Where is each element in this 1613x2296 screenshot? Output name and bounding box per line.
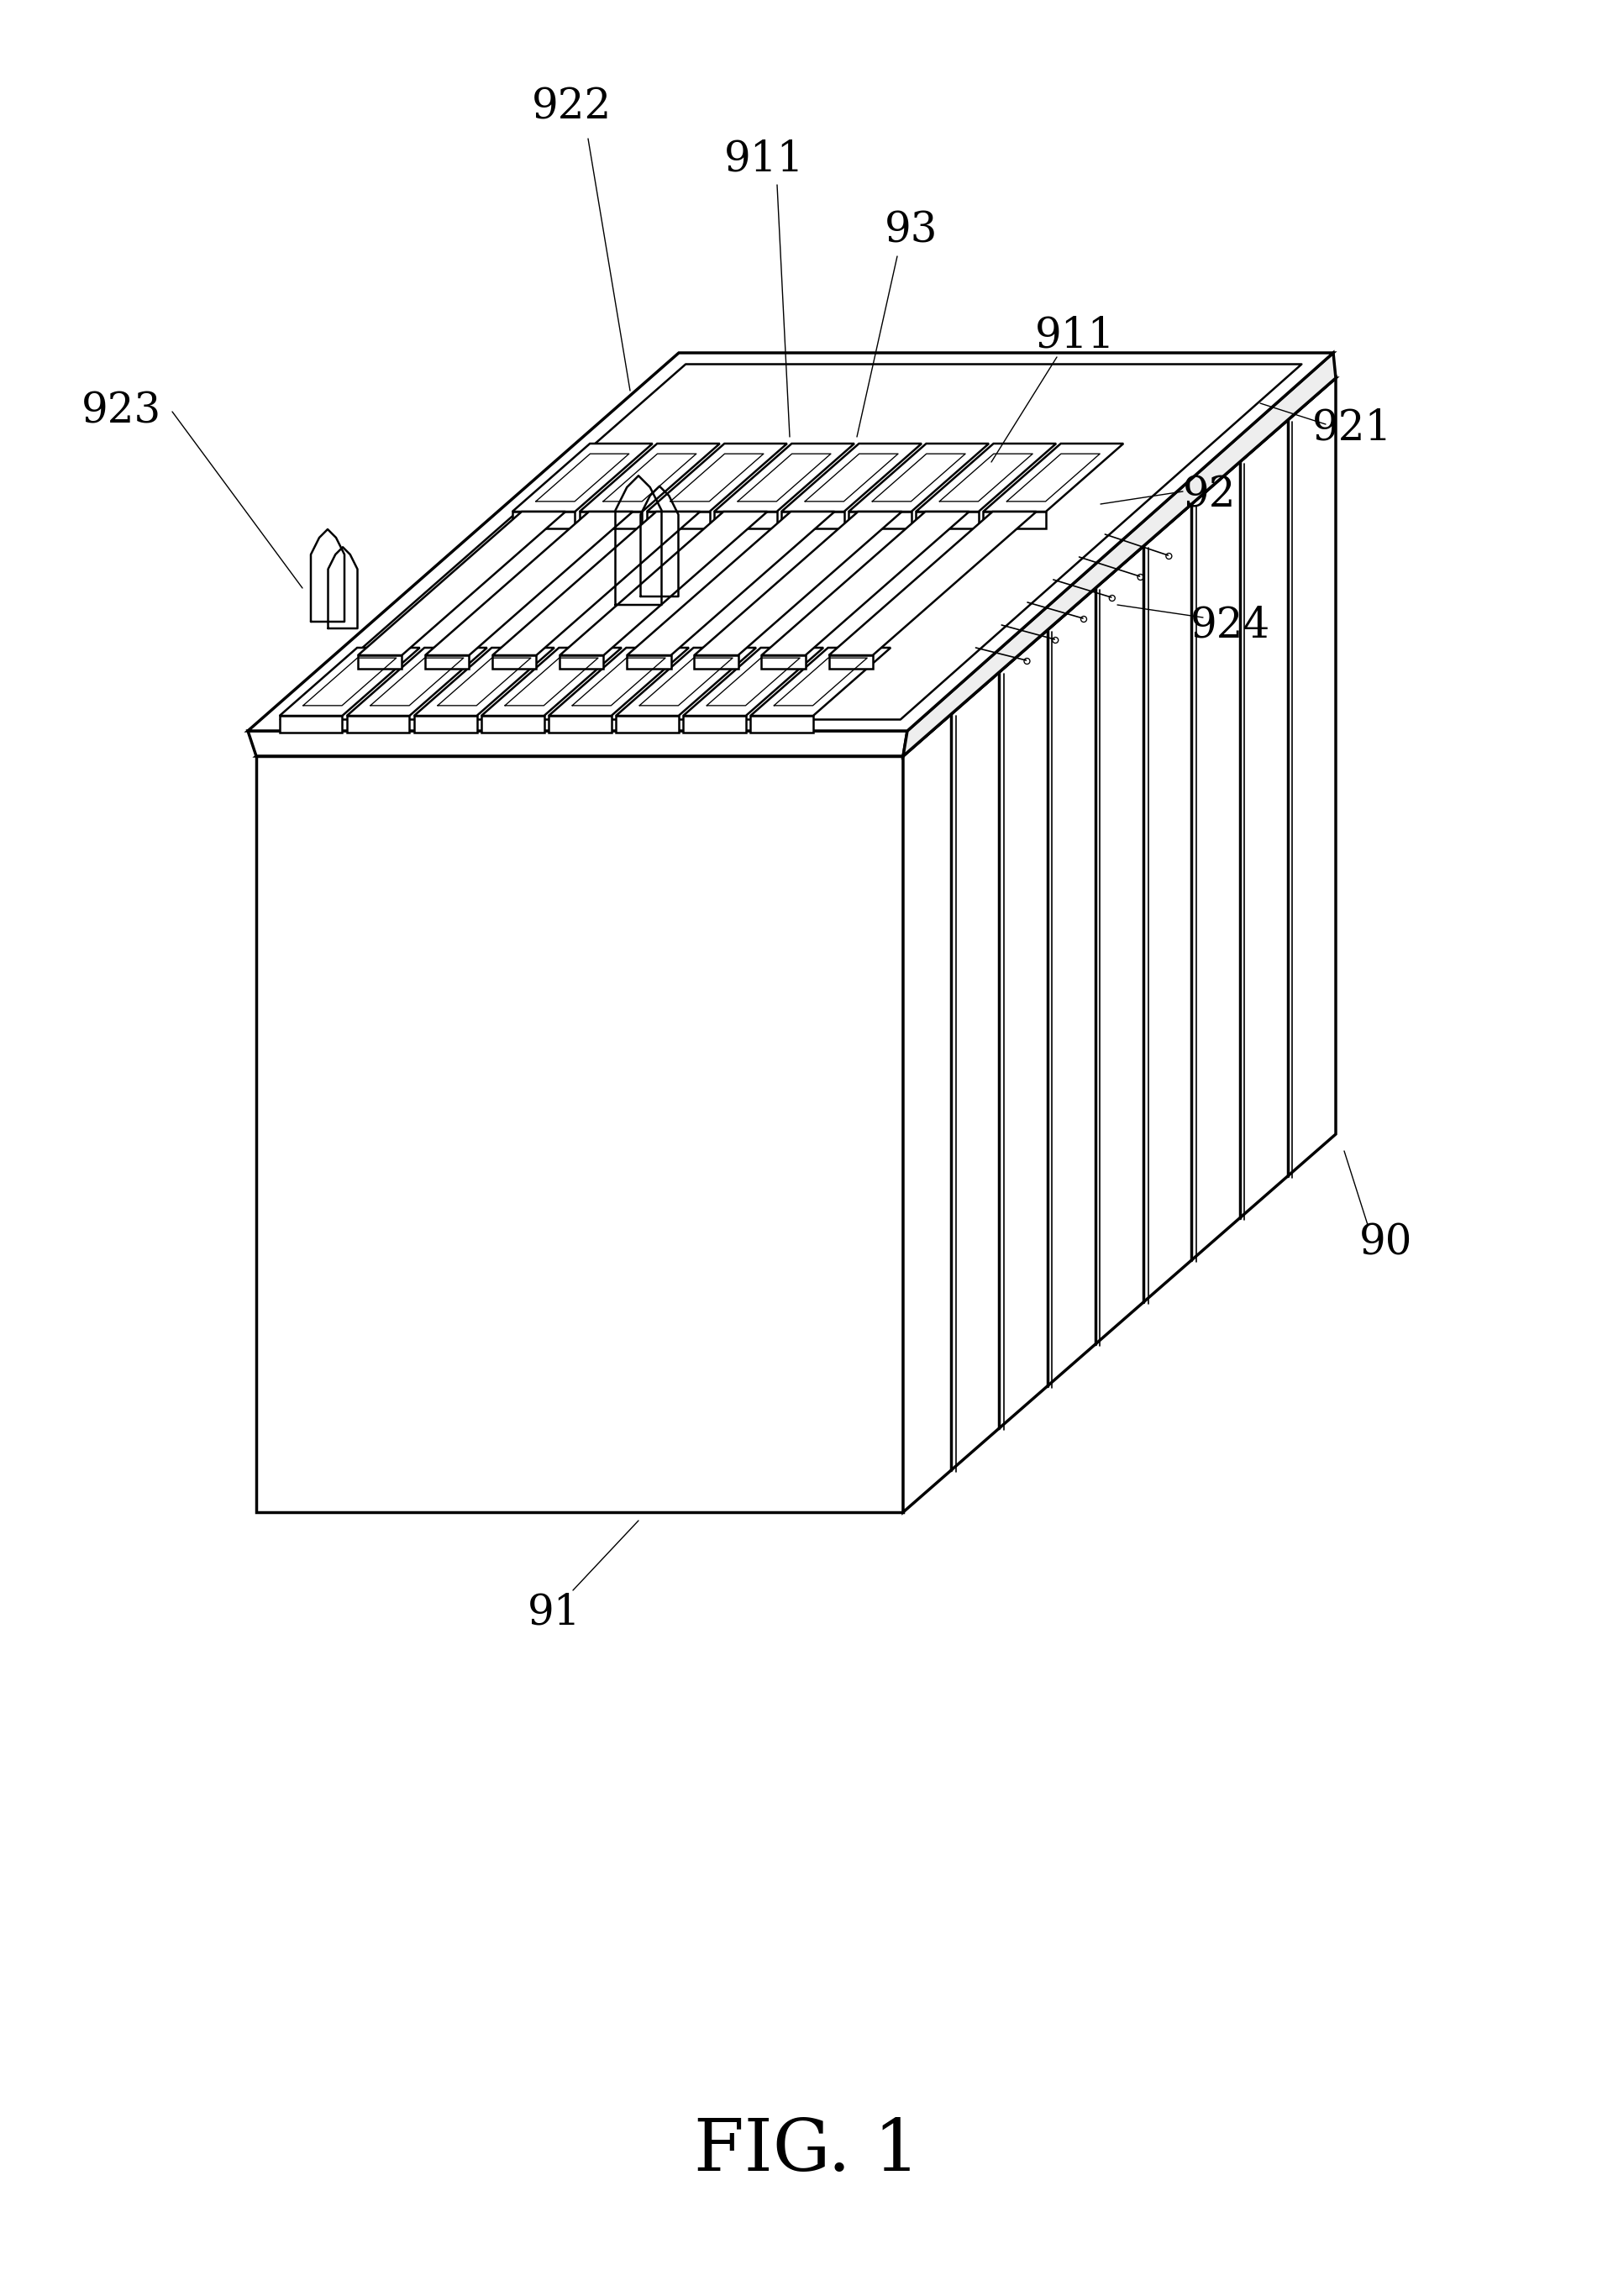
Polygon shape <box>829 512 1037 654</box>
Polygon shape <box>761 512 969 654</box>
Polygon shape <box>984 512 1045 528</box>
Polygon shape <box>829 654 873 668</box>
Polygon shape <box>426 512 632 654</box>
Polygon shape <box>426 654 469 668</box>
Polygon shape <box>715 443 855 512</box>
Polygon shape <box>560 512 768 654</box>
Polygon shape <box>579 512 642 528</box>
Polygon shape <box>548 647 689 716</box>
Polygon shape <box>903 354 1336 755</box>
Polygon shape <box>627 512 834 654</box>
Polygon shape <box>256 379 1336 755</box>
Polygon shape <box>616 647 756 716</box>
Polygon shape <box>984 443 1123 512</box>
Polygon shape <box>347 716 410 732</box>
Text: 911: 911 <box>724 138 805 181</box>
Polygon shape <box>848 443 989 512</box>
Polygon shape <box>492 654 536 668</box>
Text: 923: 923 <box>82 390 161 432</box>
Polygon shape <box>761 654 805 668</box>
Polygon shape <box>750 647 890 716</box>
Polygon shape <box>415 716 477 732</box>
Polygon shape <box>256 755 903 1513</box>
Polygon shape <box>647 443 787 512</box>
Text: 921: 921 <box>1313 409 1392 450</box>
Polygon shape <box>627 654 671 668</box>
Polygon shape <box>694 512 902 654</box>
Polygon shape <box>415 647 555 716</box>
Polygon shape <box>248 354 1334 730</box>
Text: 924: 924 <box>1190 606 1271 647</box>
Text: 90: 90 <box>1360 1221 1413 1265</box>
Polygon shape <box>694 654 739 668</box>
Polygon shape <box>347 647 487 716</box>
Polygon shape <box>715 512 777 528</box>
Polygon shape <box>279 647 419 716</box>
Polygon shape <box>684 647 823 716</box>
Polygon shape <box>916 512 979 528</box>
Polygon shape <box>781 512 844 528</box>
Polygon shape <box>684 716 745 732</box>
Polygon shape <box>781 443 921 512</box>
Polygon shape <box>848 512 911 528</box>
Polygon shape <box>548 716 611 732</box>
Polygon shape <box>492 512 700 654</box>
Polygon shape <box>903 379 1336 1513</box>
Text: 91: 91 <box>527 1591 581 1635</box>
Polygon shape <box>579 443 719 512</box>
Polygon shape <box>279 716 342 732</box>
Polygon shape <box>560 654 603 668</box>
Polygon shape <box>248 730 907 755</box>
Polygon shape <box>358 654 402 668</box>
Text: 93: 93 <box>886 211 939 253</box>
Polygon shape <box>647 512 710 528</box>
Polygon shape <box>616 716 679 732</box>
Polygon shape <box>750 716 813 732</box>
Polygon shape <box>481 647 621 716</box>
Polygon shape <box>481 716 544 732</box>
Polygon shape <box>513 512 574 528</box>
Text: 911: 911 <box>1036 315 1116 356</box>
Polygon shape <box>358 512 566 654</box>
Text: 922: 922 <box>531 87 611 129</box>
Polygon shape <box>513 443 653 512</box>
Polygon shape <box>916 443 1057 512</box>
Text: FIG. 1: FIG. 1 <box>694 2115 919 2186</box>
Text: 92: 92 <box>1182 475 1237 517</box>
